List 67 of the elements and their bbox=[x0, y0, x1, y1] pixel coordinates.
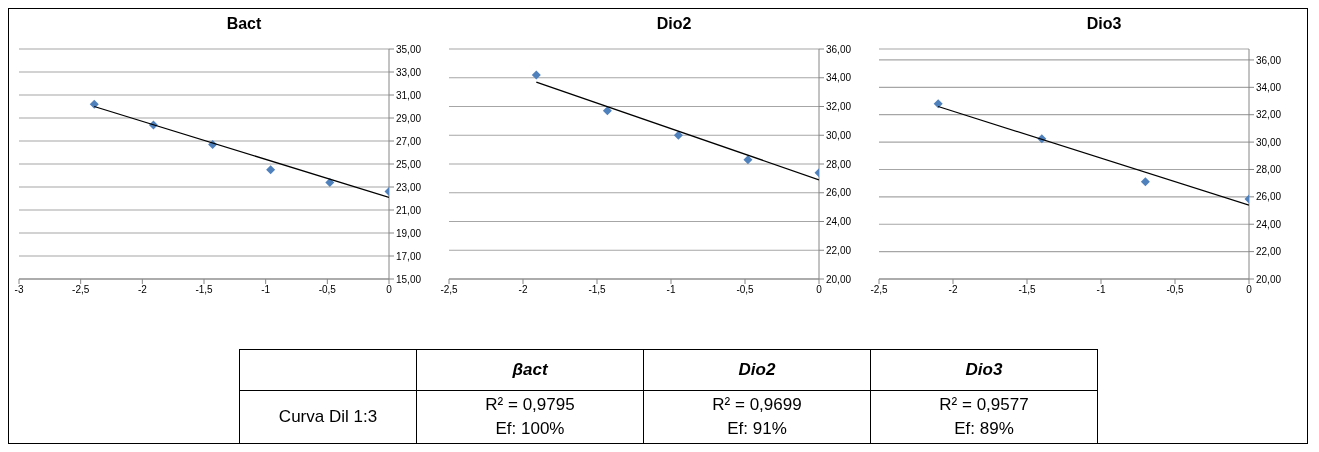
x-tick-label: -2,5 bbox=[72, 284, 90, 296]
x-tick-label: -2 bbox=[948, 284, 958, 296]
x-tick-label: -2 bbox=[137, 284, 148, 296]
point bbox=[602, 106, 612, 116]
y-tick-label: 23,00 bbox=[396, 181, 422, 193]
x-tick-label: 0 bbox=[1246, 284, 1253, 296]
x-tick-label: -0,5 bbox=[1166, 284, 1185, 296]
y-tick-label: 22,00 bbox=[1256, 246, 1282, 258]
y-tick-label: 24,00 bbox=[1256, 218, 1282, 230]
y-tick-label: 36,00 bbox=[826, 43, 852, 55]
y-tick-label: 26,00 bbox=[826, 187, 852, 199]
x-tick-label: 0 bbox=[816, 284, 823, 296]
x-tick-label: -1 bbox=[261, 284, 271, 296]
point bbox=[266, 165, 276, 175]
x-tick-label: -3 bbox=[14, 284, 24, 296]
y-tick-label: 34,00 bbox=[1256, 81, 1282, 93]
x-tick-label: -2,5 bbox=[440, 284, 459, 296]
y-tick-label: 28,00 bbox=[826, 158, 852, 170]
y-tick-label: 30,00 bbox=[826, 129, 852, 141]
point bbox=[325, 177, 335, 187]
point bbox=[531, 70, 541, 80]
point bbox=[89, 99, 99, 109]
y-tick-label: 30,00 bbox=[1256, 136, 1282, 148]
x-tick-label: -1,5 bbox=[588, 284, 607, 296]
text: R² = 0,9577 Ef: 89% bbox=[939, 395, 1029, 438]
category-label: βact bbox=[416, 349, 644, 391]
y-tick-label: 25,00 bbox=[396, 158, 422, 170]
y-tick-label: 34,00 bbox=[826, 72, 852, 84]
x-tick-label: -1 bbox=[1096, 284, 1106, 296]
x-tick-label: -0,5 bbox=[736, 284, 755, 296]
y-tick-label: 22,00 bbox=[826, 244, 852, 256]
x-tick-label: -1,5 bbox=[1018, 284, 1037, 296]
x-tick-label: -0,5 bbox=[318, 284, 337, 296]
text: R² = 0,9795 Ef: 100% bbox=[485, 395, 575, 438]
point bbox=[1140, 177, 1150, 187]
y-tick-label: 19,00 bbox=[396, 227, 422, 239]
y-tick-label: 20,00 bbox=[1256, 273, 1282, 285]
y-tick-label: 26,00 bbox=[1256, 191, 1282, 203]
y-tick-label: 17,00 bbox=[396, 250, 422, 262]
y-tick-label: 32,00 bbox=[826, 101, 852, 113]
category-label: Dio2 bbox=[643, 349, 871, 391]
chart-title: Dio3 bbox=[1085, 14, 1123, 34]
point bbox=[933, 99, 943, 109]
y-tick-label: 28,00 bbox=[1256, 164, 1282, 176]
x-tick-label: -2 bbox=[518, 284, 528, 296]
category-label: Dio3 bbox=[870, 349, 1098, 391]
y-tick-label: 20,00 bbox=[826, 273, 852, 285]
y-tick-label: 36,00 bbox=[1256, 54, 1282, 66]
x-tick-label: 0 bbox=[386, 284, 393, 296]
chart-title: Dio2 bbox=[655, 14, 693, 34]
y-tick-label: 32,00 bbox=[1256, 109, 1282, 121]
y-tick-label: 24,00 bbox=[826, 216, 852, 228]
y-tick-label: 21,00 bbox=[396, 204, 422, 216]
y-tick-label: 15,00 bbox=[396, 273, 422, 285]
point bbox=[743, 155, 753, 165]
y-tick-label: 27,00 bbox=[396, 135, 422, 147]
y-tick-label: 35,00 bbox=[396, 43, 422, 55]
chart-title: Bact bbox=[225, 14, 263, 34]
x-tick-label: -1 bbox=[666, 284, 676, 296]
y-tick-label: 29,00 bbox=[396, 112, 422, 124]
point bbox=[673, 130, 683, 140]
text: R² = 0,9699 Ef: 91% bbox=[712, 395, 802, 438]
category-label: Curva Dil 1:3 bbox=[278, 407, 378, 426]
x-tick-label: -2,5 bbox=[870, 284, 889, 296]
y-tick-label: 33,00 bbox=[396, 66, 422, 78]
y-tick-label: 31,00 bbox=[396, 89, 422, 101]
x-tick-label: -1,5 bbox=[195, 284, 214, 296]
